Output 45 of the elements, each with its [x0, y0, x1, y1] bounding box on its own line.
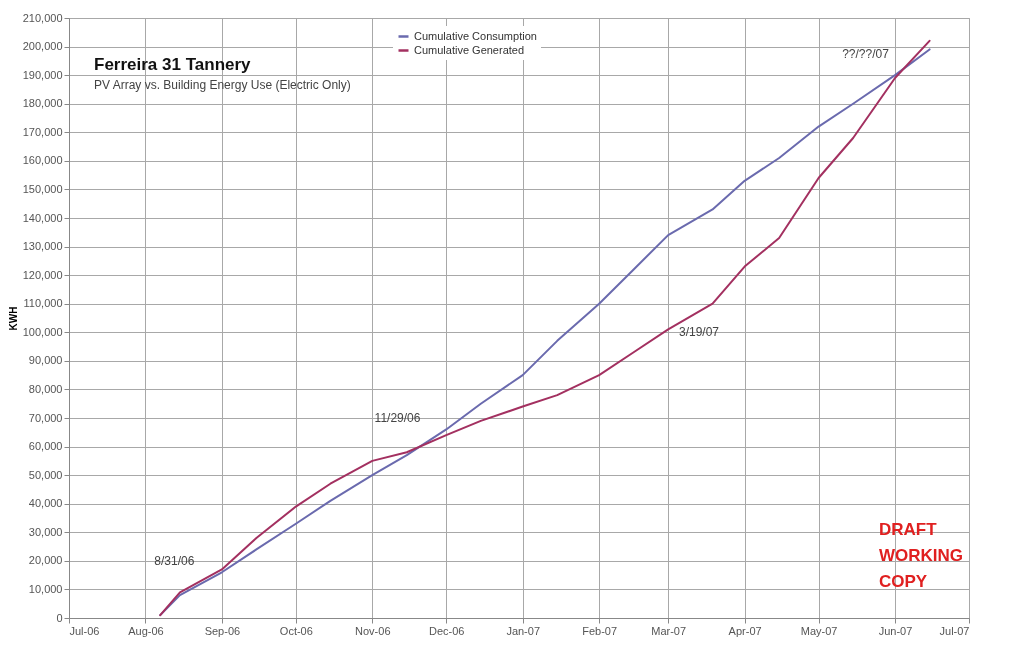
y-tick-label: 20,000 — [28, 554, 63, 567]
y-tick-label: 0 — [56, 611, 63, 624]
y-tick-label: 60,000 — [28, 440, 63, 453]
text: Ferreira 31 Tannery — [94, 55, 252, 74]
y-tick-label: 120,000 — [22, 268, 63, 281]
x-tick-label: Jul-06 — [69, 624, 100, 637]
y-tick-label: 50,000 — [28, 468, 63, 481]
x-tick-label: Nov-06 — [355, 624, 391, 637]
y-axis-title: KWH — [7, 306, 19, 331]
y-tick-label: 100,000 — [22, 325, 63, 338]
x-tick-label: Oct-06 — [279, 624, 313, 637]
annotation: 11/29/06 — [374, 411, 421, 426]
x-tick-label: May-07 — [800, 624, 838, 637]
y-tick-label: 70,000 — [28, 411, 63, 424]
y-tick-label: 10,000 — [28, 582, 63, 595]
legend-label: Cumulative Consumption — [414, 29, 537, 42]
y-tick-label: 30,000 — [28, 525, 63, 538]
x-tick-label: Aug-06 — [128, 624, 164, 637]
x-tick-label: Feb-07 — [582, 624, 618, 637]
x-tick-label: Jan-07 — [506, 624, 541, 637]
y-tick-label: 160,000 — [22, 154, 63, 167]
y-tick-label: 80,000 — [28, 382, 63, 395]
legend-label: Cumulative Generated — [414, 43, 525, 56]
y-tick-label: 210,000 — [22, 11, 63, 24]
annotation: 8/31/06 — [154, 554, 195, 568]
x-tick-label: Jun-07 — [878, 624, 913, 637]
x-tick-label: Mar-07 — [651, 624, 687, 637]
text: PV Array vs. Building Energy Use (Electric Only) — [94, 78, 351, 92]
annotation: DRAFT WORKING COPY — [879, 520, 964, 591]
y-tick-label: 170,000 — [22, 125, 63, 138]
y-tick-label: 180,000 — [22, 97, 63, 110]
y-tick-label: 40,000 — [28, 497, 63, 510]
x-tick-label: Dec-06 — [429, 624, 465, 637]
y-tick-label: 190,000 — [22, 68, 63, 81]
y-tick-label: 140,000 — [22, 211, 63, 224]
y-tick-label: 200,000 — [22, 40, 63, 53]
y-tick-label: 110,000 — [23, 297, 63, 310]
x-tick-label: Apr-07 — [728, 624, 762, 637]
x-tick-label: Jul-07 — [939, 624, 970, 637]
y-tick-label: 150,000 — [22, 182, 63, 195]
y-tick-label: 90,000 — [28, 354, 63, 367]
annotation: ??/??/07 — [842, 47, 890, 61]
y-tick-label: 130,000 — [22, 240, 63, 253]
x-tick-label: Sep-06 — [204, 624, 241, 637]
annotation: 3/19/07 — [678, 325, 720, 340]
